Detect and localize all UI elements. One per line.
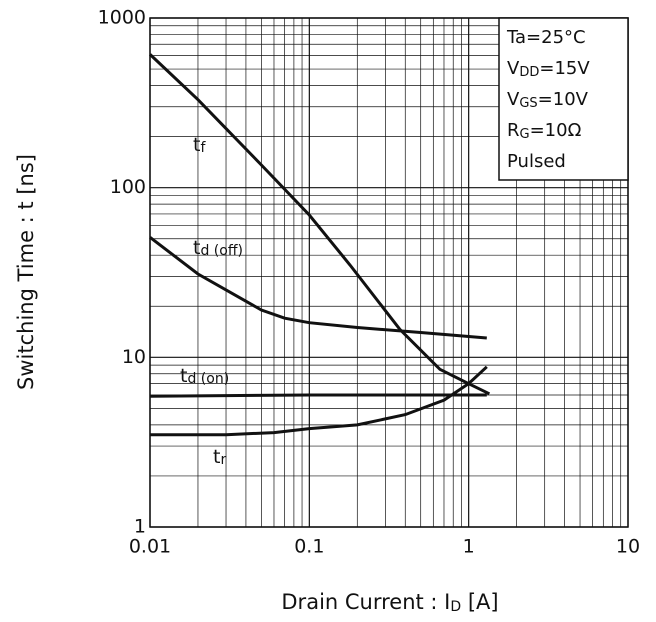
- conditions-box: [498, 17, 629, 181]
- condition-line: Pulsed: [507, 151, 566, 172]
- series-label-main: t: [180, 365, 187, 387]
- y-tick-label: 1000: [98, 7, 146, 29]
- series-label-sub: f: [200, 140, 206, 156]
- condition-line: VGS=10V: [507, 89, 589, 111]
- series-label-sub: d (on): [187, 371, 229, 387]
- series-label-sub: r: [220, 452, 226, 468]
- condition-line: Ta=25°C: [506, 27, 586, 48]
- y-tick-label: 10: [122, 346, 146, 368]
- condition-text: =10V: [538, 89, 589, 110]
- y-tick-label: 1: [134, 516, 146, 538]
- x-axis-title-rest: [A]: [461, 590, 498, 614]
- y-tick-label: 100: [110, 176, 146, 198]
- series-line: [149, 393, 487, 398]
- condition-line: RG=10Ω: [507, 120, 582, 142]
- condition-sub: G: [520, 127, 530, 142]
- condition-text: V: [507, 58, 520, 79]
- series-label-main: t: [193, 237, 200, 259]
- x-tick-label: 10: [616, 536, 640, 558]
- condition-text: =10Ω: [530, 120, 582, 141]
- series-label: tr: [213, 446, 226, 469]
- condition-text: R: [507, 120, 520, 141]
- series-label-main: t: [193, 134, 200, 156]
- x-axis-title-main: Drain Current : I: [281, 590, 450, 614]
- series-line: [149, 236, 487, 340]
- condition-text: Pulsed: [507, 151, 566, 172]
- condition-sub: GS: [519, 96, 537, 111]
- condition-line: VDD=15V: [507, 58, 590, 80]
- condition-text: Ta=25°C: [506, 27, 586, 48]
- x-axis-title-sub: D: [450, 599, 461, 615]
- x-axis-title: Drain Current : ID [A]: [281, 590, 498, 615]
- y-axis-title: Switching Time : t [ns]: [14, 154, 38, 390]
- x-tick-label: 0.1: [294, 536, 324, 558]
- condition-text: V: [507, 89, 520, 110]
- plot-frame: [149, 17, 629, 528]
- series-line: [148, 53, 491, 396]
- x-tick-label: 1: [463, 536, 475, 558]
- series-label-main: t: [213, 446, 220, 468]
- x-tick-label: 0.01: [129, 536, 171, 558]
- series-label: tf: [193, 134, 206, 157]
- series-label: td (off): [193, 237, 243, 260]
- condition-sub: DD: [519, 65, 539, 80]
- series-label: td (on): [180, 365, 229, 388]
- condition-text: =15V: [539, 58, 590, 79]
- series-line: [150, 365, 488, 437]
- series-label-sub: d (off): [200, 243, 242, 259]
